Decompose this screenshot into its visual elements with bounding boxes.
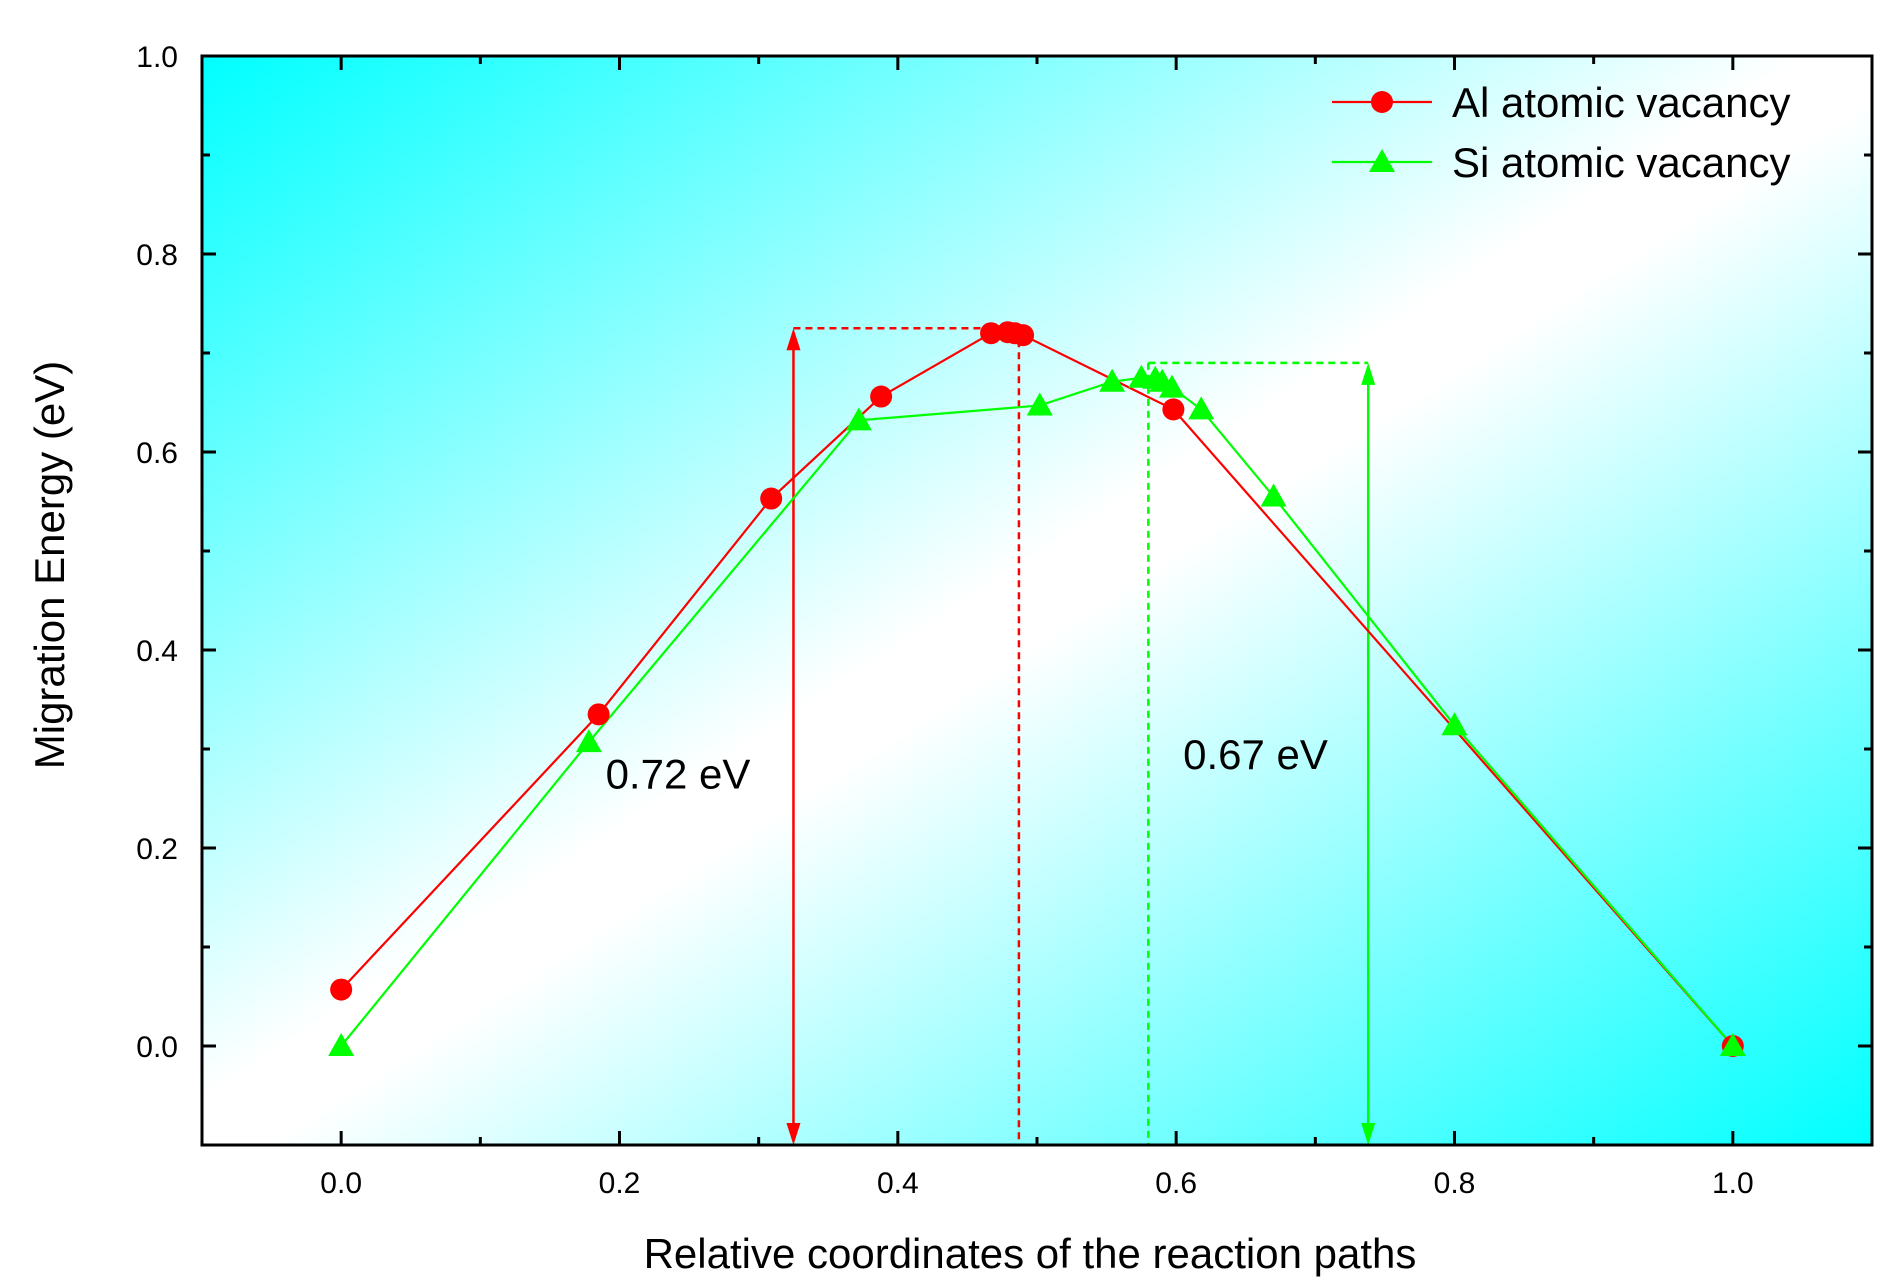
- si-data-point: [1719, 1033, 1746, 1056]
- series-markers: [328, 321, 1746, 1057]
- x-tick-label: 0.0: [320, 1167, 362, 1200]
- x-tick-label: 1.0: [1712, 1167, 1754, 1200]
- annotation-label: 0.72 eV: [606, 751, 751, 798]
- legend-label: Al atomic vacancy: [1452, 79, 1790, 126]
- si-data-point: [1260, 483, 1287, 507]
- al-data-point: [870, 385, 893, 408]
- x-tick-label: 0.6: [1155, 1167, 1197, 1200]
- annotation-arrow-head-up: [786, 328, 801, 351]
- si-data-point: [1099, 368, 1126, 392]
- si-data-point: [1441, 712, 1468, 736]
- y-ticks: 0.0 0.2 0.4 0.6 0.8 1.0: [136, 41, 1872, 1064]
- legend-marker: [1371, 91, 1393, 113]
- x-axis-title: Relative coordinates of the reaction pat…: [644, 1230, 1417, 1277]
- y-axis-title: Migration Energy (eV): [26, 361, 73, 770]
- si-data-point: [328, 1033, 355, 1056]
- al-data-point: [587, 703, 610, 726]
- legend: Al atomic vacancy Si atomic vacancy: [1332, 79, 1790, 186]
- si-data-point: [1158, 374, 1185, 398]
- x-tick-label: 0.2: [599, 1167, 641, 1200]
- annotation-arrow-head-down: [786, 1123, 801, 1145]
- y-tick-label: 0.0: [136, 1031, 178, 1064]
- legend-marker: [1369, 149, 1395, 172]
- si-data-point: [845, 407, 872, 431]
- al-data-point: [1012, 324, 1035, 347]
- x-tick-label: 0.8: [1434, 1167, 1476, 1200]
- x-ticks: 0.0 0.2 0.4 0.6 0.8 1.0: [200, 56, 1874, 1200]
- si-data-point: [1188, 396, 1215, 420]
- y-tick-label: 0.6: [136, 437, 178, 470]
- plot-background: [202, 56, 1872, 1145]
- y-tick-label: 0.2: [136, 833, 178, 866]
- al-data-point: [760, 487, 783, 510]
- al-data-point: [1162, 398, 1185, 421]
- annotation-arrow-head-down: [1361, 1123, 1376, 1145]
- x-tick-label: 0.4: [877, 1167, 919, 1200]
- si-data-point: [575, 729, 602, 753]
- al-data-point: [980, 322, 1003, 345]
- al-data-point: [330, 978, 353, 1001]
- y-tick-label: 0.4: [136, 635, 178, 668]
- si-data-point: [1026, 392, 1053, 416]
- y-tick-label: 1.0: [136, 41, 178, 74]
- annotation-arrow-head-up: [1361, 362, 1376, 385]
- annotation-label: 0.67 eV: [1183, 731, 1328, 778]
- annotations: 0.72 eV 0.67 eV: [606, 327, 1376, 1145]
- legend-label: Si atomic vacancy: [1452, 139, 1790, 186]
- y-tick-label: 0.8: [136, 239, 178, 272]
